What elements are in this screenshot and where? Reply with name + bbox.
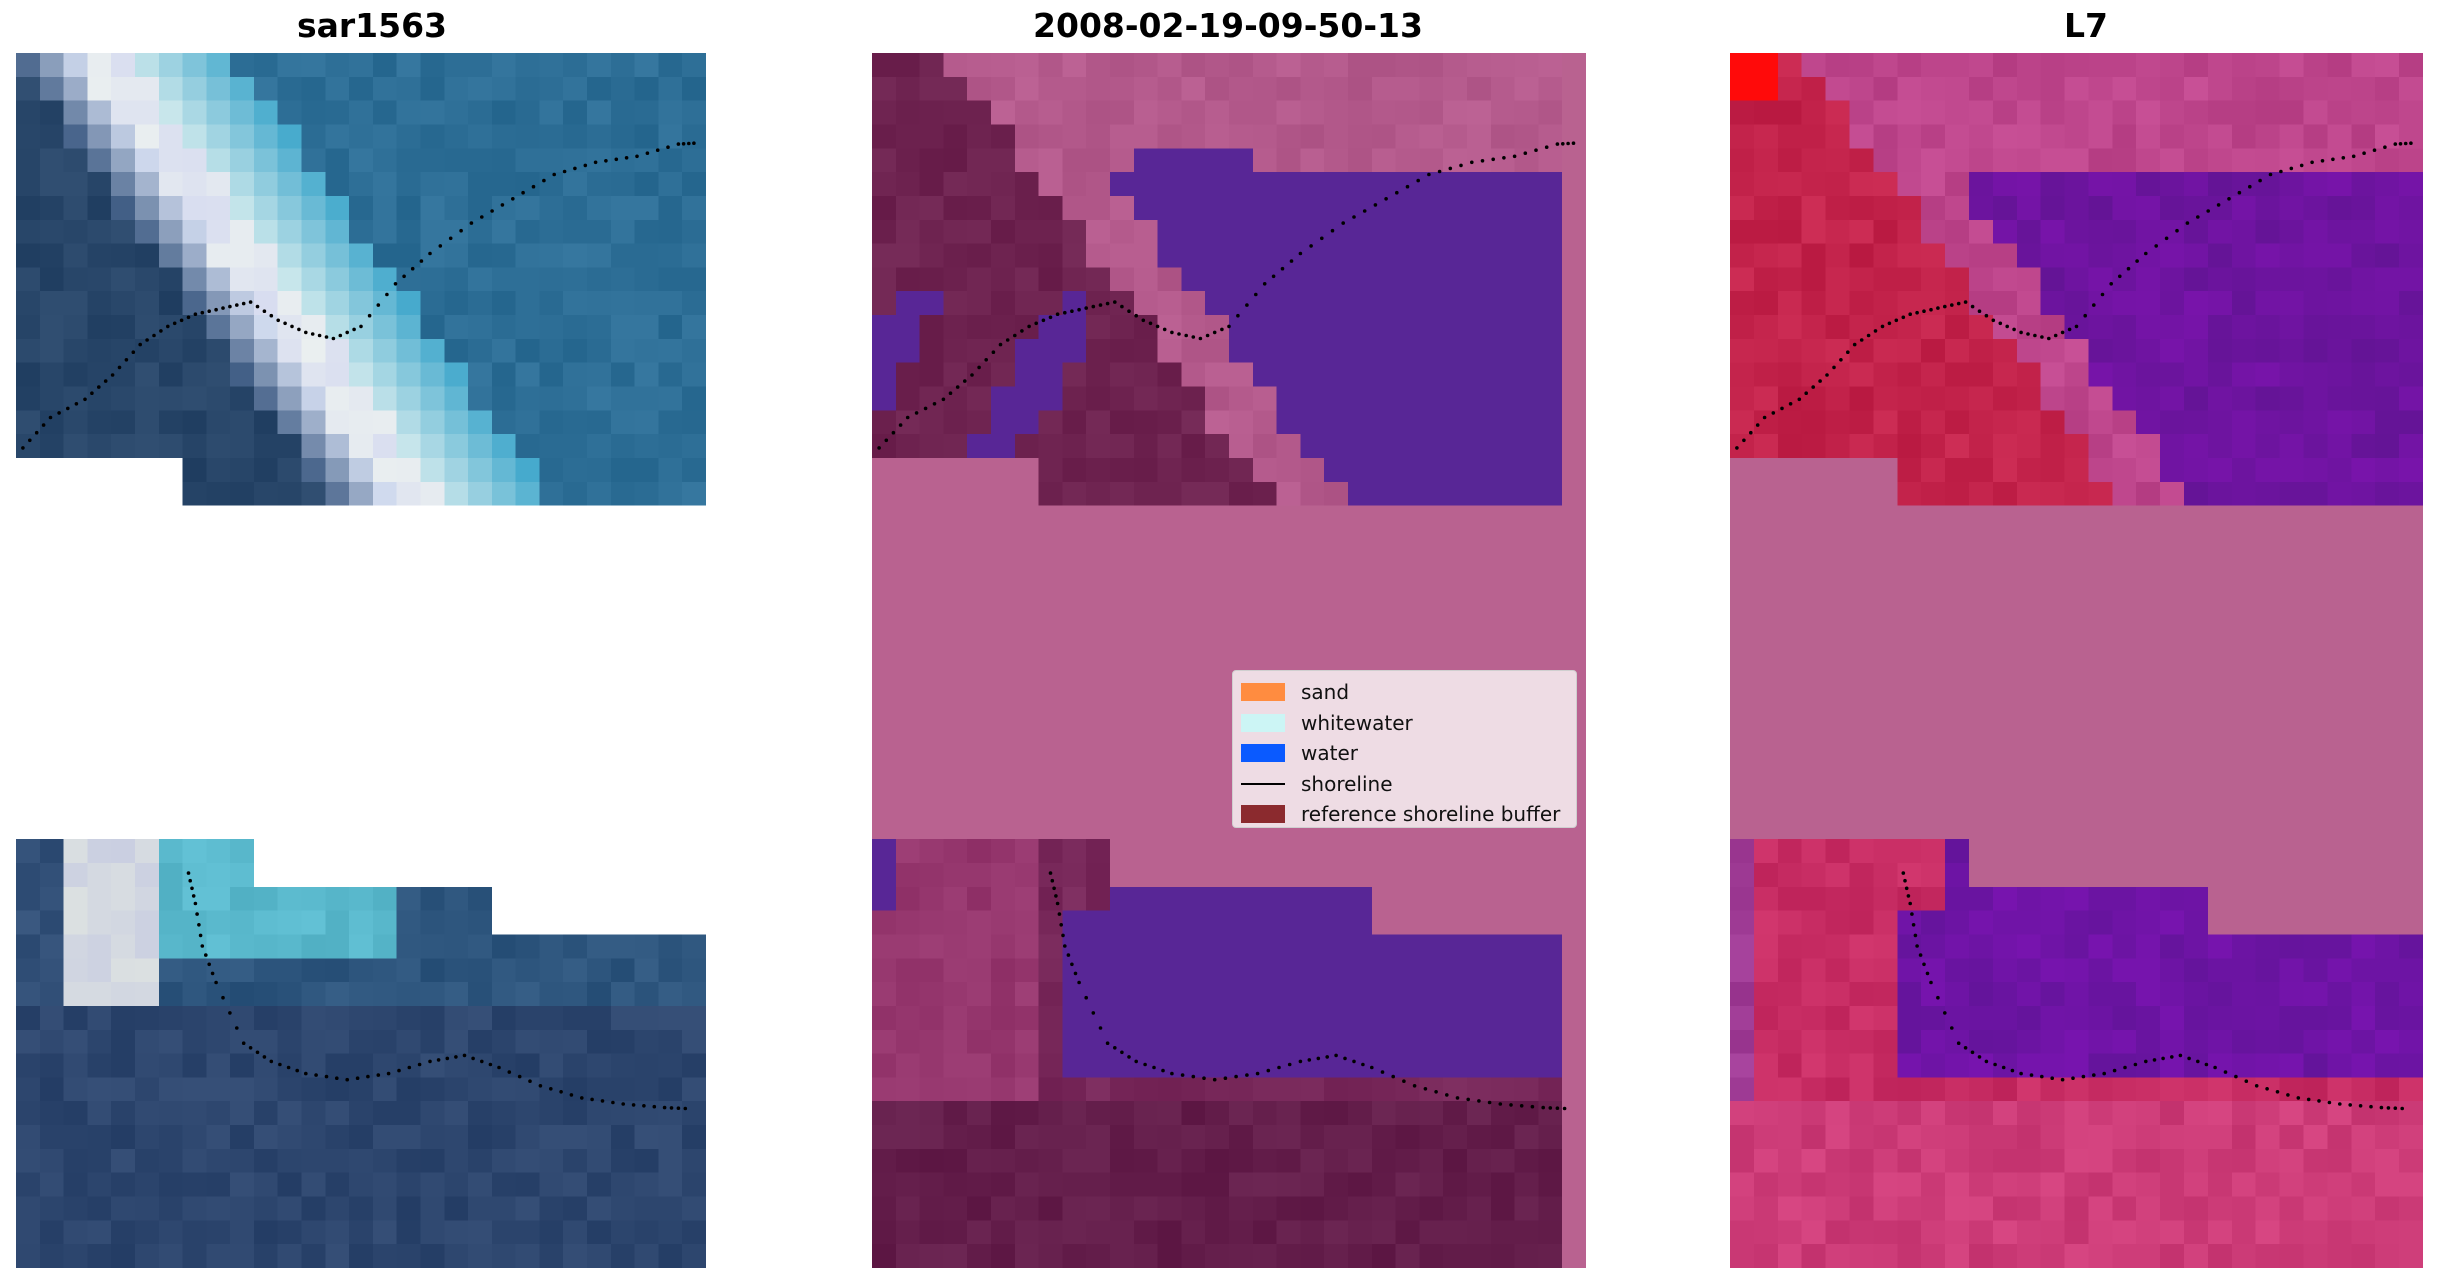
legend-item-reference-buffer: reference shoreline buffer — [1241, 799, 1568, 830]
sand-swatch — [1241, 683, 1285, 702]
whitewater-swatch — [1241, 713, 1285, 732]
legend-item-whitewater: whitewater — [1241, 708, 1568, 739]
legend-label: water — [1301, 741, 1358, 766]
index-image — [1730, 53, 2423, 1268]
legend-label: shoreline — [1301, 771, 1393, 796]
legend-label: reference shoreline buffer — [1301, 802, 1561, 827]
panel-title-sar: sar1563 — [296, 6, 448, 45]
panel-title-l7: L7 — [2064, 6, 2108, 45]
water-swatch — [1241, 744, 1285, 763]
legend-item-water: water — [1241, 738, 1568, 769]
legend-label: whitewater — [1301, 710, 1413, 735]
legend-item-shoreline: shoreline — [1241, 769, 1568, 800]
legend-item-sand: sand — [1241, 677, 1568, 708]
panel-title-date: 2008-02-19-09-50-13 — [1033, 6, 1423, 45]
shoreline-line-swatch — [1241, 782, 1285, 785]
classified-image — [872, 53, 1586, 1268]
sar-rgb-image — [16, 53, 706, 1268]
reference-buffer-swatch — [1241, 805, 1285, 824]
legend-label: sand — [1301, 680, 1350, 705]
legend: sand whitewater water shoreline referenc… — [1232, 670, 1577, 828]
